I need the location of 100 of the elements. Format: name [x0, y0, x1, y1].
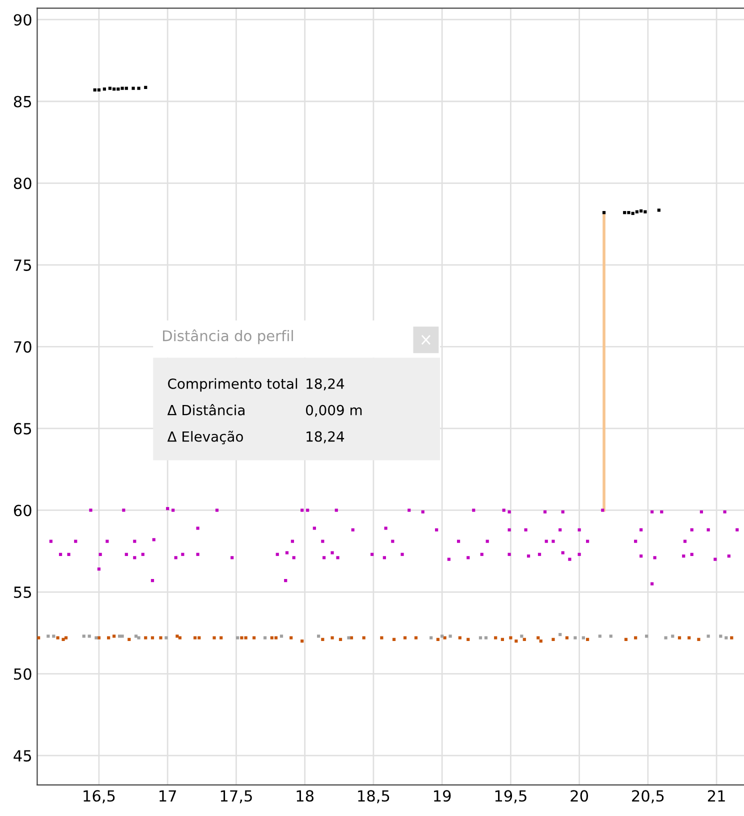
point: [46, 634, 50, 638]
point: [582, 636, 585, 640]
point: [436, 638, 440, 641]
annotation: Δ Elevação: [167, 430, 243, 444]
point: [697, 638, 700, 641]
point: [350, 636, 354, 640]
point: [484, 636, 488, 640]
x-tick-label: 16,5: [84, 790, 115, 804]
point: [509, 636, 512, 640]
point: [539, 640, 542, 643]
point: [193, 636, 197, 640]
point: [558, 632, 562, 636]
point: [56, 636, 60, 640]
point: [466, 638, 470, 641]
point: [300, 640, 304, 643]
point: [128, 638, 131, 641]
point: [724, 636, 728, 640]
point: [120, 86, 124, 90]
point: [623, 211, 626, 214]
point: [144, 636, 148, 640]
point: [414, 636, 418, 640]
point: [347, 636, 350, 640]
point: [120, 634, 124, 638]
point: [244, 636, 248, 640]
point: [392, 638, 396, 641]
point: [644, 210, 647, 214]
point: [602, 211, 606, 214]
point: [645, 634, 648, 638]
point: [107, 636, 110, 640]
point: [719, 634, 722, 638]
x-tick-label: 21: [708, 790, 725, 802]
point: [290, 636, 293, 640]
point: [176, 634, 179, 638]
point: [624, 638, 628, 641]
x-tick-label: 19,5: [495, 790, 526, 804]
annotation: 18,24: [306, 431, 344, 444]
point: [280, 634, 284, 638]
point: [144, 86, 148, 90]
point: [631, 212, 634, 215]
annotation: Δ Distância: [167, 404, 244, 416]
x-tick-label: 18,5: [358, 790, 390, 804]
point: [102, 88, 106, 91]
point: [536, 636, 540, 640]
point: [678, 636, 682, 640]
point: [565, 636, 569, 640]
x-tick-label: 19: [434, 790, 451, 802]
point: [263, 636, 267, 640]
point: [330, 636, 334, 640]
point: [62, 638, 65, 641]
point: [552, 638, 555, 641]
y-tick-label: 80: [14, 178, 32, 190]
point: [252, 636, 256, 640]
y-tick-label: 85: [14, 96, 32, 108]
point: [440, 634, 444, 638]
point: [657, 208, 660, 212]
y-tick-label: 55: [14, 586, 32, 598]
x-tick-label: 18: [296, 790, 314, 802]
x-tick-label: 17,5: [220, 790, 252, 804]
point: [150, 636, 154, 640]
point: [240, 636, 244, 640]
point: [362, 636, 366, 640]
point: [37, 636, 40, 640]
point: [97, 88, 101, 92]
point: [112, 88, 116, 91]
point: [137, 86, 140, 90]
point: [500, 638, 504, 641]
point: [164, 636, 168, 640]
x-tick-label: 20,5: [632, 790, 664, 804]
point: [64, 636, 68, 640]
point: [635, 210, 639, 214]
point: [236, 636, 240, 640]
point: [458, 636, 462, 640]
point: [82, 634, 86, 638]
point: [116, 88, 120, 91]
point: [478, 636, 482, 640]
point: [520, 634, 524, 638]
point: [137, 636, 140, 640]
point: [321, 638, 324, 641]
point: [52, 634, 56, 638]
point: [97, 636, 101, 640]
point: [274, 636, 278, 640]
point: [494, 636, 498, 640]
point: [671, 634, 674, 638]
point: [220, 636, 223, 640]
point: [132, 86, 135, 90]
point: [730, 636, 734, 640]
point: [212, 636, 216, 640]
point: [124, 86, 128, 90]
point: [198, 636, 201, 640]
x-tick-label: 20: [570, 790, 588, 802]
y-tick-label: 75: [14, 260, 32, 271]
point: [688, 636, 691, 640]
point: [108, 86, 112, 90]
point: [514, 640, 518, 643]
point: [316, 634, 320, 638]
point: [443, 636, 446, 640]
y-tick-label: 90: [14, 14, 32, 26]
point: [574, 636, 577, 640]
point: [159, 636, 162, 640]
point: [178, 636, 182, 640]
